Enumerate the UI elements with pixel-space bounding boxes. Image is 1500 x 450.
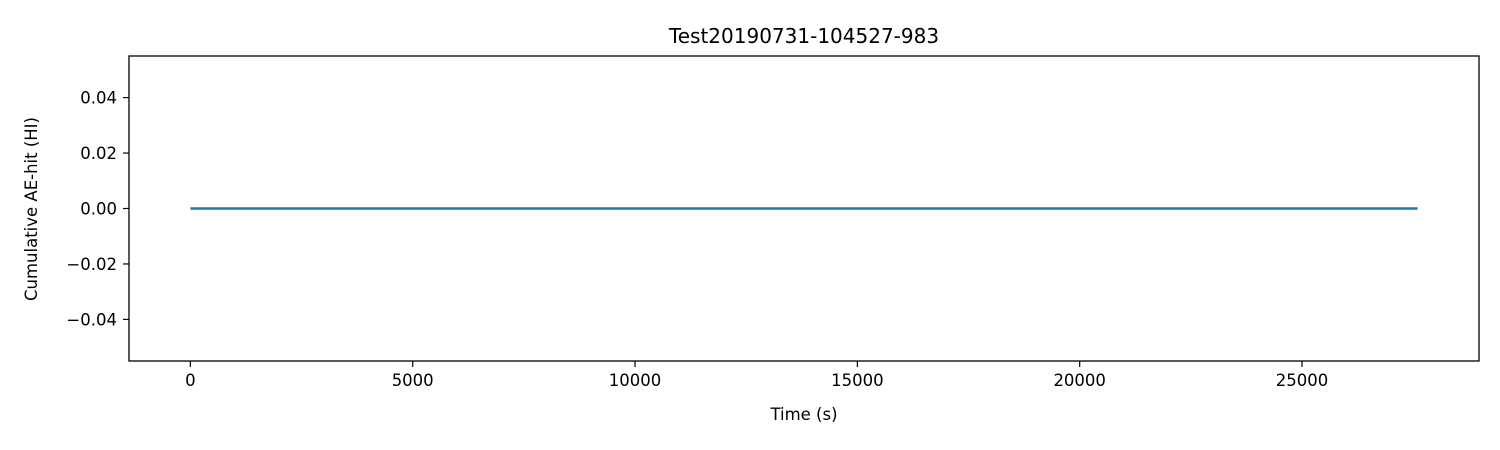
y-tick-label: 0.04	[80, 89, 117, 108]
y-tick-label: −0.02	[66, 255, 117, 274]
axes-frame	[128, 55, 1480, 362]
x-axis-ticks: 0 5000 10000 15000 20000 25000	[185, 361, 1328, 390]
x-tick-label: 25000	[1276, 371, 1329, 390]
y-axis-label: Cumulative AE-hit (HI)	[22, 117, 41, 301]
y-tick-label: 0.02	[80, 144, 117, 163]
y-axis-ticks: 0.04 0.02 0.00 −0.02 −0.04	[66, 89, 129, 329]
chart-title: Test20190731-104527-983	[668, 24, 939, 48]
x-tick-label: 20000	[1053, 371, 1106, 390]
x-tick-label: 15000	[831, 371, 884, 390]
x-tick-label: 10000	[609, 371, 662, 390]
x-tick-label: 0	[185, 371, 196, 390]
x-axis-label: Time (s)	[769, 405, 837, 424]
y-tick-label: 0.00	[80, 200, 117, 219]
x-tick-label: 5000	[392, 371, 434, 390]
y-tick-label: −0.04	[66, 310, 117, 329]
